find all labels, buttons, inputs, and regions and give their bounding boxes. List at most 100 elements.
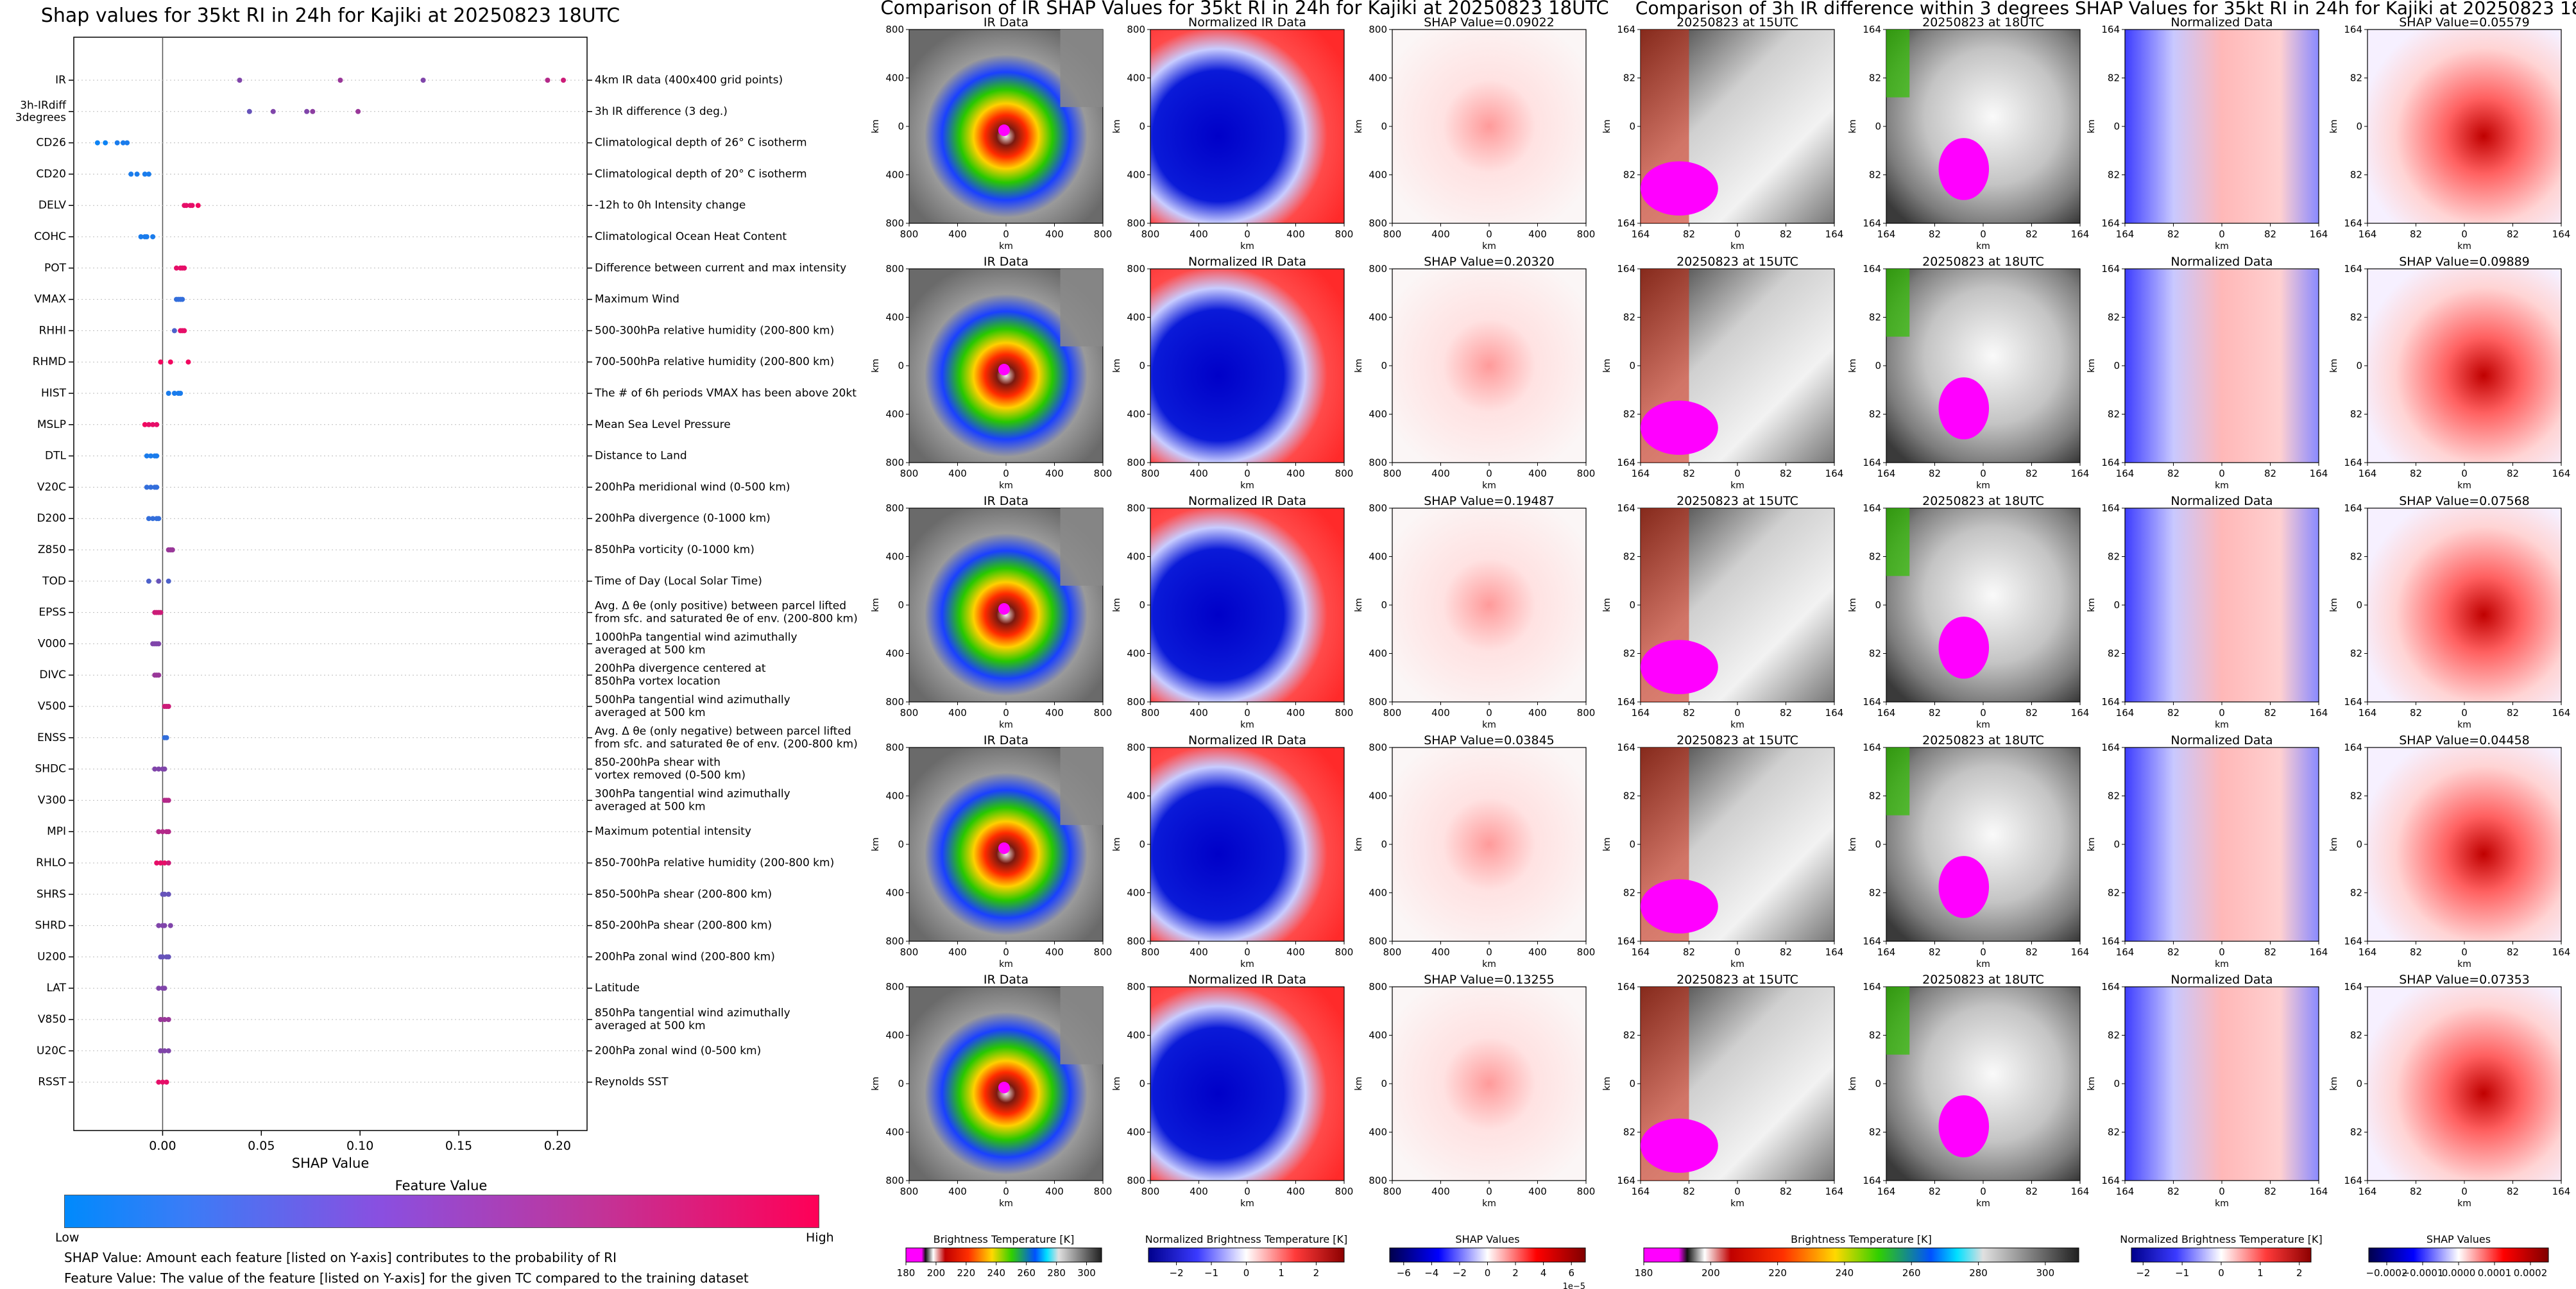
- feature-description-line: Reynolds SST: [595, 1076, 669, 1089]
- panel-xtick-label: 400: [1431, 468, 1450, 479]
- shap-point: [154, 860, 160, 866]
- diff-shap-image-title: SHAP Value=0.05579: [2399, 15, 2530, 30]
- colorbar: [1643, 1247, 2079, 1263]
- normalized-ir-image: [1150, 508, 1344, 702]
- feature-description: 3h IR difference (3 deg.): [595, 105, 728, 118]
- feature-label-line: V20C: [37, 481, 66, 493]
- feature-label: U20C: [37, 1045, 66, 1057]
- feature-description-line: Avg. Δ θe (only positive) between parcel…: [595, 600, 846, 613]
- panel-ytick-label: 0: [2356, 1078, 2362, 1089]
- panel-xlabel: km: [999, 481, 1013, 491]
- panel-ytick-label: 82: [1623, 1127, 1635, 1138]
- panel-ytick-label: 800: [1369, 502, 1387, 514]
- feature-description-line: Avg. Δ θe (only negative) between parcel…: [595, 725, 851, 738]
- feature-label-line: VMAX: [34, 293, 66, 306]
- panel-xtick-label: 82: [1780, 1186, 1792, 1197]
- panel-xtick-label: 164: [2358, 228, 2377, 240]
- panel-xtick-label: 800: [900, 228, 919, 240]
- panel-ytick-label: 82: [1623, 551, 1635, 563]
- panel-xtick-label: 400: [948, 707, 967, 719]
- feature-label-line: MSLP: [37, 418, 66, 431]
- panel-ylabel: km: [2086, 359, 2097, 373]
- panel-ytick-label: 82: [1869, 1030, 1881, 1041]
- panel-ylabel: km: [1354, 1077, 1364, 1091]
- shap-xtick-label: 0.15: [445, 1139, 472, 1153]
- panel-xtick-label: 0: [2219, 707, 2225, 719]
- panel-ytick-label: 82: [2350, 312, 2362, 323]
- diff-shap-image-title: SHAP Value=0.07353: [2399, 973, 2530, 987]
- ir-shap-image: [1392, 987, 1586, 1181]
- panel-ytick-label: 400: [1369, 1127, 1387, 1138]
- panel-xtick-label: 164: [2552, 1186, 2571, 1197]
- diff-18utc-image-title: 20250823 at 18UTC: [1922, 973, 2044, 987]
- shap-point: [167, 923, 173, 928]
- panel-xtick-label: 800: [900, 468, 919, 479]
- panel-xlabel: km: [1240, 481, 1254, 491]
- diff-shap-image-title: SHAP Value=0.09889: [2399, 255, 2530, 269]
- feature-label-line: COHC: [34, 230, 66, 243]
- panel-xlabel: km: [1240, 1199, 1254, 1209]
- shap-xtick-label: 0.10: [346, 1139, 373, 1153]
- panel-ylabel: km: [2329, 598, 2339, 612]
- diff-18utc-image: [1886, 30, 2080, 223]
- panel-xtick-label: 0: [1486, 468, 1492, 479]
- shap-point: [146, 171, 151, 177]
- panel-ytick-label: 400: [1369, 312, 1387, 323]
- panel-xtick-label: 400: [1286, 1186, 1305, 1197]
- feature-label: V850: [38, 1013, 66, 1026]
- panel-xtick-label: 164: [2552, 228, 2571, 240]
- panel-ytick-label: 164: [1863, 24, 1881, 35]
- normalized-ir-image: [1150, 269, 1344, 463]
- panel-xtick-label: 800: [1141, 1186, 1160, 1197]
- diff-magenta-region: [1641, 640, 1718, 694]
- colorbar-tick-label: 1: [1278, 1267, 1284, 1279]
- panel-xtick-label: 800: [1141, 707, 1160, 719]
- panel-xlabel: km: [1730, 241, 1744, 252]
- panel-ytick-label: 82: [1869, 73, 1881, 84]
- panel-ytick-label: 800: [1369, 457, 1387, 468]
- panel-ytick-label: 400: [1127, 1030, 1145, 1041]
- panel-xtick-label: 164: [1632, 468, 1650, 479]
- colorbar-tick-label: 240: [987, 1267, 1005, 1279]
- panel-ytick-label: 400: [1127, 169, 1145, 181]
- panel-ytick-label: 0: [1875, 599, 1881, 611]
- normalized-ir-image: [1150, 30, 1344, 223]
- diff-green-edge: [1886, 987, 1910, 1055]
- colorbar-tick-label: 280: [1969, 1267, 1988, 1279]
- diff-15utc-image-title: 20250823 at 15UTC: [1676, 15, 1798, 30]
- colorbar-tick-label: −1: [2175, 1267, 2189, 1279]
- panel-xtick-label: 400: [1190, 707, 1208, 719]
- ir-shap-panel-title: SHAP Value=0.13255: [1424, 973, 1555, 987]
- feature-label: DIVC: [39, 669, 66, 681]
- panel-xtick-label: 164: [1825, 228, 1844, 240]
- feature-description-line: Time of Day (Local Solar Time): [594, 575, 762, 588]
- colorbar-tick-label: 240: [1836, 1267, 1854, 1279]
- panel-ytick-label: 164: [2344, 696, 2362, 708]
- diff-magenta-region: [1641, 879, 1718, 934]
- ir-panel-title: IR Data: [984, 255, 1028, 269]
- panel-xtick-label: 400: [1190, 468, 1208, 479]
- panel-xtick-label: 800: [1094, 468, 1113, 479]
- feature-description-line: vortex removed (0-500 km): [595, 769, 746, 782]
- panel-xtick-label: 400: [1431, 228, 1450, 240]
- feature-label: COHC: [34, 230, 66, 243]
- shap-point: [162, 766, 167, 772]
- panel-xtick-label: 164: [2071, 946, 2090, 958]
- panel-xtick-label: 800: [1577, 707, 1596, 719]
- ir-panel-title: IR Data: [984, 973, 1028, 987]
- feature-label-line: DELV: [38, 199, 66, 212]
- panel-ytick-label: 164: [2344, 981, 2362, 993]
- panel-ytick-label: 164: [1617, 263, 1635, 275]
- panel-ytick-label: 400: [1127, 790, 1145, 802]
- panel-ytick-label: 82: [2350, 551, 2362, 563]
- panel-ytick-label: 800: [1127, 218, 1145, 229]
- panel-xlabel: km: [2457, 720, 2471, 730]
- panel-xtick-label: 164: [1825, 1186, 1844, 1197]
- panel-ylabel: km: [1354, 837, 1364, 851]
- panel-xtick-label: 0: [2219, 1186, 2225, 1197]
- feature-description: Mean Sea Level Pressure: [595, 418, 731, 431]
- feature-description-line: 850hPa tangential wind azimuthally: [595, 1007, 790, 1020]
- panel-ytick-label: 82: [2108, 312, 2120, 323]
- panel-xtick-label: 0: [1734, 946, 1741, 958]
